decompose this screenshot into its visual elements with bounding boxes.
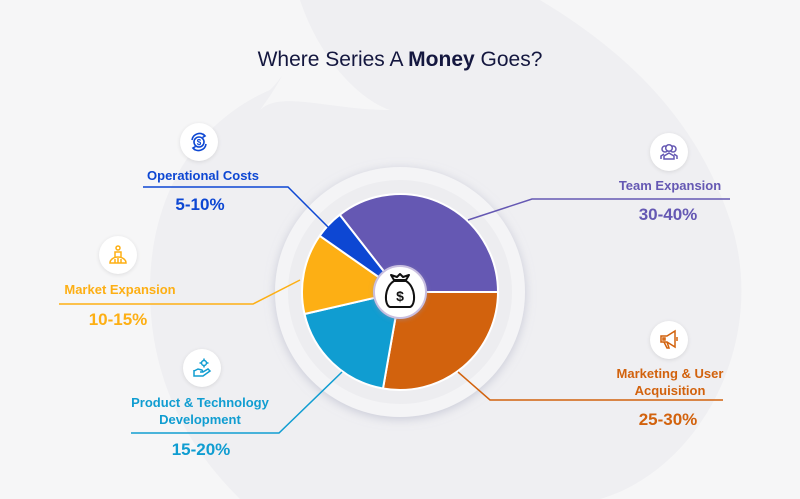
hand-gear-icon: [193, 358, 212, 377]
team-label: Team Expansion: [618, 178, 722, 193]
leader-line-product: [131, 371, 343, 434]
team-range: 30-40%: [638, 205, 698, 224]
product-icon-badge: [183, 349, 221, 387]
chart-title: Where Series A Money Goes?: [257, 48, 543, 71]
leader-line-team: [467, 198, 730, 221]
operational-label: Operational Costs: [147, 168, 259, 183]
market-range: 10-15%: [88, 310, 148, 329]
svg-text:$: $: [197, 138, 202, 147]
slice-product[interactable]: [303, 291, 401, 390]
market-icon-badge: [99, 236, 137, 274]
team-icon: [660, 143, 678, 160]
money-bag-icon: [384, 273, 416, 308]
leader-line-marketing: [457, 371, 723, 401]
slice-team-expansion[interactable]: [338, 193, 499, 293]
marketing-icon-badge: [650, 321, 688, 359]
svg-text:$: $: [396, 288, 404, 304]
marketing-label: Marketing & User Acquisition: [616, 366, 724, 398]
leader-line-market: [59, 279, 301, 305]
market-label: Market Expansion: [64, 282, 176, 297]
marketing-range: 25-30%: [638, 410, 698, 429]
slice-marketing[interactable]: [382, 291, 499, 391]
operational-icon-badge: $: [180, 123, 218, 161]
leader-line-operational: [143, 186, 330, 229]
operational-range: 5-10%: [175, 195, 225, 214]
megaphone-icon: [660, 329, 678, 349]
team-icon-badge: [650, 133, 688, 171]
product-range: 15-20%: [171, 440, 231, 459]
product-label: Product & Technology Development: [131, 395, 269, 427]
globe-person-icon: [109, 245, 127, 264]
slice-operational[interactable]: [318, 213, 401, 293]
dollar-cycle-icon: $: [191, 132, 207, 152]
